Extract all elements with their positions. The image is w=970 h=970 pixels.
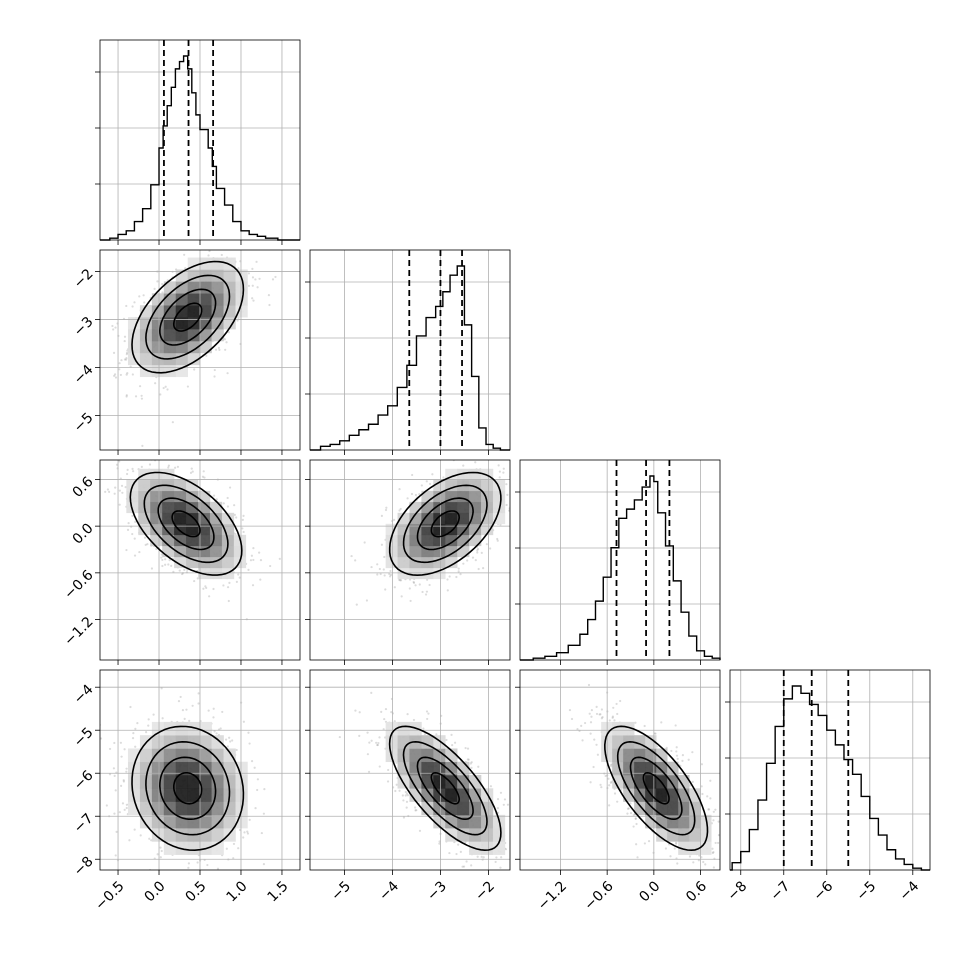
contour-0-1-3 [131, 260, 245, 374]
contour-2-3-0 [642, 771, 670, 805]
xtick-label-2-1: −0.6 [581, 878, 616, 913]
ytick-label-1-1: −4 [71, 362, 97, 388]
histogram-2 [520, 475, 721, 661]
density-1-3 [338, 691, 510, 869]
contour-1-3-0 [430, 771, 461, 805]
xtick-label-1-0: −5 [328, 878, 354, 904]
density-0-3 [100, 687, 266, 870]
contour-0-2-2 [143, 484, 229, 564]
panel-2-3 [519, 669, 721, 871]
ytick-label-2-3: 0.6 [70, 474, 97, 501]
xtick-label-0-2: 0.5 [183, 878, 210, 905]
ytick-label-2-0: −1.2 [61, 614, 96, 649]
grid-layer [100, 40, 930, 870]
contour-0-1-1 [158, 288, 217, 346]
contour-1-2-3 [388, 471, 502, 577]
xtick-label-0-0: −0.5 [92, 878, 127, 913]
hist-panel-2 [519, 459, 721, 661]
xtick-label-3-3: −5 [853, 878, 879, 904]
contour-1-3-3 [388, 725, 502, 852]
xtick-label-1-1: −4 [376, 878, 402, 904]
xtick-label-0-3: 1.0 [224, 878, 251, 905]
contour-0-3-3 [131, 725, 245, 852]
ytick-label-3-3: −5 [71, 725, 97, 751]
contour-0-1-2 [145, 274, 231, 360]
xtick-label-2-2: 0.0 [636, 878, 663, 905]
contour-0-3-2 [145, 740, 231, 836]
xtick-label-3-1: −7 [767, 878, 793, 904]
contour-0-2-0 [171, 510, 201, 538]
xtick-label-1-2: −3 [424, 878, 450, 904]
ytick-label-3-4: −4 [71, 681, 97, 707]
contour-1-2-0 [430, 510, 461, 538]
panel-1-3 [309, 669, 511, 871]
ytick-label-3-0: −8 [71, 854, 97, 880]
contour-1-3-1 [416, 756, 474, 821]
xtick-label-0-1: 0.0 [142, 878, 169, 905]
contour-0-2-3 [129, 471, 243, 576]
panel-1-2 [309, 459, 511, 661]
contour-1-3-2 [402, 740, 488, 836]
contour-0-1-0 [173, 302, 203, 332]
marks-layer [100, 40, 930, 871]
hist-panel-3 [729, 669, 931, 871]
ytick-label-2-1: −0.6 [61, 567, 96, 602]
hist-panel-1 [309, 249, 511, 451]
xtick-label-3-0: −8 [724, 878, 750, 904]
ytick-label-1-2: −3 [71, 314, 97, 340]
contour-0-3-0 [173, 772, 203, 805]
contour-0-2-1 [157, 497, 215, 551]
xtick-label-2-0: −1.2 [535, 878, 570, 913]
xtick-label-3-2: −6 [810, 878, 836, 904]
xtick-label-0-4: 1.5 [265, 878, 292, 905]
contour-2-3-3 [603, 725, 709, 852]
histogram-3 [730, 685, 930, 871]
ytick-label-2-2: 0.0 [70, 520, 97, 547]
histogram-0 [100, 55, 300, 241]
contour-1-2-1 [416, 497, 474, 551]
contour-2-3-1 [629, 756, 683, 821]
ytick-label-1-0: −5 [71, 410, 97, 436]
contour-2-3-2 [616, 740, 696, 836]
xtick-label-2-3: 0.6 [683, 878, 710, 905]
xtick-label-3-4: −4 [896, 878, 922, 904]
contour-1-2-2 [402, 484, 488, 564]
ytick-label-1-3: −2 [71, 266, 97, 292]
contour-0-3-1 [158, 756, 217, 820]
xtick-label-1-3: −2 [472, 878, 498, 904]
histogram-1 [310, 265, 510, 451]
ytick-label-3-1: −7 [71, 811, 97, 837]
density-2-3 [568, 683, 720, 869]
ytick-label-3-2: −6 [71, 768, 97, 794]
